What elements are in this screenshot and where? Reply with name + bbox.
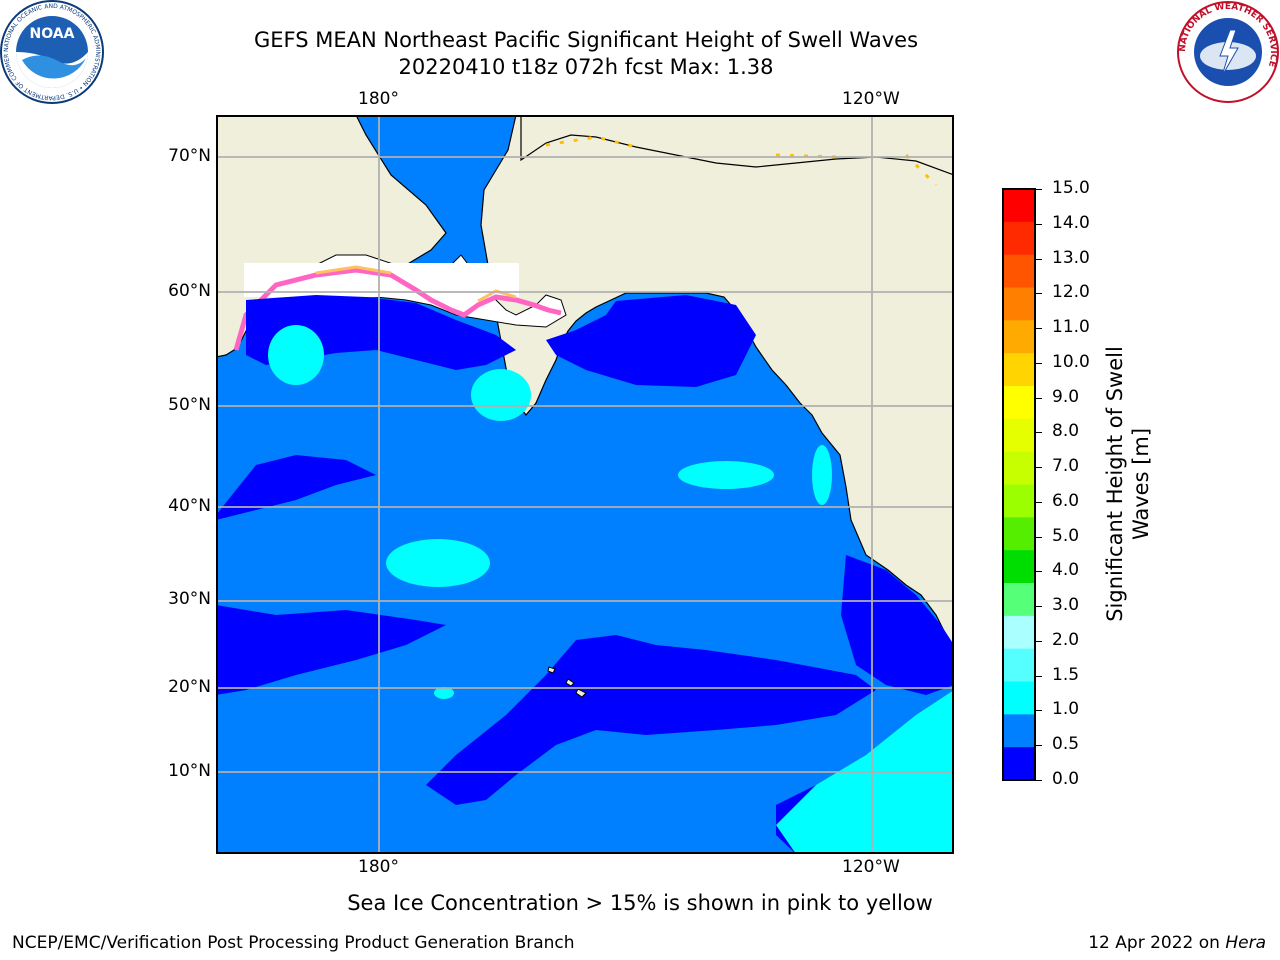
lat-label-10n: 10°N xyxy=(168,761,211,781)
colorbar-tick-mark xyxy=(1036,293,1042,295)
colorbar-label-line1: Significant Height of Swell xyxy=(1103,346,1127,622)
colorbar-tick-mark xyxy=(1036,640,1042,642)
colorbar-tick-mark xyxy=(1036,432,1042,434)
colorbar-tick-label: 0.0 xyxy=(1052,769,1080,789)
sea-ice-edge xyxy=(233,267,562,351)
colorbar-tick-label: 14.0 xyxy=(1052,212,1090,233)
graticule xyxy=(216,115,954,854)
colorbar-segment xyxy=(1003,353,1035,387)
colorbar-tick-label: 2.0 xyxy=(1052,629,1080,650)
colorbar-tick-label: 11.0 xyxy=(1052,317,1090,338)
colorbar-segment xyxy=(1003,386,1035,420)
ocean-cyan-coast xyxy=(812,445,832,505)
ocean-dark-hawaii-band xyxy=(426,635,876,805)
colorbar-tick-label: 0.5 xyxy=(1052,734,1080,755)
colorbar-tick-label: 12.0 xyxy=(1052,282,1090,303)
colorbar-segment xyxy=(1003,681,1035,715)
colorbar-segment xyxy=(1003,451,1035,485)
noaa-logo: NOAA NATIONAL OCEANIC AND ATMOSPHERIC AD… xyxy=(0,0,104,104)
lat-label-60n: 60°N xyxy=(168,281,211,301)
colorbar-tick-label: 13.0 xyxy=(1052,247,1090,268)
ocean-cyan-ne xyxy=(678,461,774,489)
colorbar-tick-label: 8.0 xyxy=(1052,421,1080,442)
colorbar-tick-mark xyxy=(1036,536,1042,538)
map-frame xyxy=(216,115,954,854)
colorbar-segment xyxy=(1003,189,1035,223)
lat-label-70n: 70°N xyxy=(168,146,211,166)
colorbar-segment xyxy=(1003,550,1035,584)
colorbar-tick-mark xyxy=(1036,571,1042,573)
ocean-cyan-gulf xyxy=(471,369,531,421)
colorbar-segment xyxy=(1003,583,1035,617)
colorbar-tick-mark xyxy=(1036,258,1042,260)
colorbar-tick-mark xyxy=(1036,223,1042,225)
svg-text:NOAA: NOAA xyxy=(30,26,75,42)
colorbar-tick-mark xyxy=(1036,189,1042,190)
colorbar-tick-mark xyxy=(1036,710,1042,712)
ocean-cyan-bering xyxy=(268,325,324,385)
footer-credit: NCEP/EMC/Verification Post Processing Pr… xyxy=(12,933,575,953)
colorbar-tick-mark xyxy=(1036,397,1042,399)
colorbar-segment xyxy=(1003,254,1035,288)
arctic-shore xyxy=(520,115,954,176)
chart-title: GEFS MEAN Northeast Pacific Significant … xyxy=(253,28,919,52)
colorbar-segment xyxy=(1003,418,1035,453)
colorbar-tick-label: 1.0 xyxy=(1052,699,1080,720)
lat-label-20n: 20°N xyxy=(168,677,211,697)
colorbar-tick-label: 15.0 xyxy=(1052,178,1090,198)
colorbar-tick-label: 10.0 xyxy=(1052,351,1090,372)
colorbar-tick-mark xyxy=(1036,606,1042,608)
footer-date: 12 Apr 2022 on Hera xyxy=(1088,933,1266,953)
colorbar-segment xyxy=(1003,648,1035,682)
arctic-ice-dots xyxy=(545,135,938,187)
ocean-dark-california xyxy=(841,555,954,695)
colorbar-segment xyxy=(1003,517,1035,551)
nws-logo-icon: NATIONAL WEATHER SERVICE xyxy=(1177,1,1279,103)
colorbar-segment xyxy=(1003,484,1035,518)
swell-height-map xyxy=(216,115,954,854)
lat-label-40n: 40°N xyxy=(168,496,211,516)
hawaii-islands xyxy=(547,666,587,698)
lat-label-50n: 50°N xyxy=(168,395,211,415)
colorbar-tick-mark xyxy=(1036,362,1042,364)
colorbar-segments xyxy=(1003,189,1035,781)
colorbar-tick-label: 4.0 xyxy=(1052,560,1080,581)
chart-subtitle: 20220410 t18z 072h fcst Max: 1.38 xyxy=(398,55,774,79)
lon-label-bottom-120w: 120°W xyxy=(842,857,900,877)
ocean-cyan-mid xyxy=(386,539,490,587)
colorbar-segment xyxy=(1003,747,1035,781)
colorbar-segment xyxy=(1003,320,1035,354)
colorbar-tick-mark xyxy=(1036,675,1042,677)
colorbar-tick-mark xyxy=(1036,328,1042,330)
colorbar-label-line2: Waves [m] xyxy=(1129,427,1153,541)
colorbar-segment xyxy=(1003,221,1035,256)
nws-logo: NATIONAL WEATHER SERVICE xyxy=(1176,0,1280,104)
colorbar-tick-mark xyxy=(1036,745,1042,747)
noaa-logo-icon: NOAA NATIONAL OCEANIC AND ATMOSPHERIC AD… xyxy=(0,0,104,104)
colorbar-tick-label: 9.0 xyxy=(1052,386,1080,407)
colorbar-segment xyxy=(1003,287,1035,321)
lon-label-top-180: 180° xyxy=(358,89,399,109)
sea-ice-note: Sea Ice Concentration > 15% is shown in … xyxy=(347,891,933,915)
ocean-dark-gulf-alaska xyxy=(546,295,756,387)
lat-label-30n: 30°N xyxy=(168,589,211,609)
ocean-dark-nw xyxy=(216,455,376,520)
colorbar-tick-mark xyxy=(1036,780,1042,781)
colorbar-tick-label: 3.0 xyxy=(1052,595,1080,616)
ocean-dark-mid-west xyxy=(216,605,446,695)
colorbar-tick-mark xyxy=(1036,501,1042,503)
colorbar-segment xyxy=(1003,714,1035,748)
colorbar-tick-label: 1.5 xyxy=(1052,664,1080,685)
footer-host: Hera xyxy=(1225,933,1266,953)
colorbar-frame xyxy=(1002,188,1036,781)
colorbar xyxy=(1002,188,1036,781)
colorbar-tick-label: 6.0 xyxy=(1052,490,1080,511)
colorbar-tick-label: 5.0 xyxy=(1052,525,1080,546)
colorbar-segment xyxy=(1003,615,1035,650)
colorbar-tick-label: 7.0 xyxy=(1052,456,1080,477)
lon-label-bottom-180: 180° xyxy=(358,857,399,877)
lon-label-top-120w: 120°W xyxy=(842,89,900,109)
ocean-cyan-hawaii xyxy=(434,687,454,699)
colorbar-tick-mark xyxy=(1036,467,1042,469)
